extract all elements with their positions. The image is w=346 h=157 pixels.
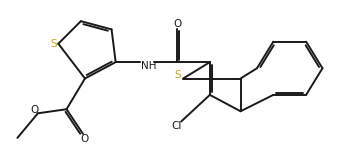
Text: O: O	[81, 134, 89, 144]
Text: S: S	[50, 39, 57, 49]
Text: S: S	[175, 70, 181, 80]
Text: NH: NH	[141, 61, 156, 71]
Text: O: O	[30, 106, 39, 115]
Text: Cl: Cl	[171, 121, 181, 131]
Text: O: O	[173, 19, 181, 30]
